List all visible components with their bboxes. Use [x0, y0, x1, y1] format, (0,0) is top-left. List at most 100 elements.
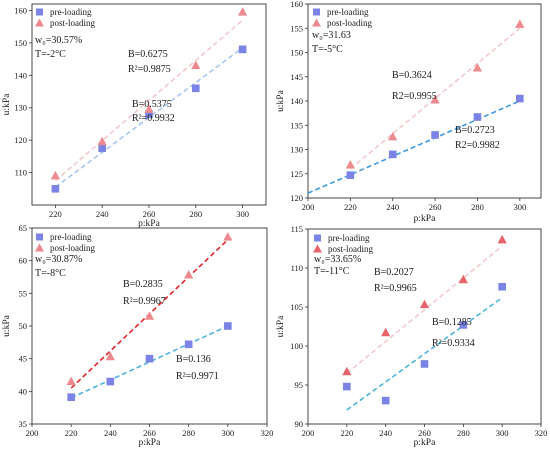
- y-tick-label: 150: [14, 38, 27, 48]
- data-point-pre-loading: [346, 171, 355, 180]
- x-tick-label: 320: [535, 428, 548, 438]
- data-point-post-loading: [458, 274, 468, 284]
- y-tick-label: 160: [14, 5, 27, 15]
- y-tick-label: 120: [14, 135, 27, 145]
- y-tick-label: 155: [290, 23, 303, 33]
- x-tick-label: 220: [49, 209, 62, 219]
- y-tick-label: 140: [14, 70, 27, 80]
- x-tick-label: 200: [302, 202, 315, 212]
- legend-marker-post-loading: [312, 18, 321, 27]
- post-loading-b-value: B=0.3624: [392, 70, 432, 81]
- y-tick-label: 45: [19, 354, 28, 364]
- data-point-post-loading: [430, 95, 440, 104]
- data-point-post-loading: [515, 19, 525, 28]
- data-point-post-loading: [184, 270, 194, 279]
- x-axis-label: p:kPa: [414, 214, 436, 224]
- post-loading-r2-value: R²=0.9967: [123, 296, 166, 307]
- x-tick-label: 280: [457, 428, 470, 438]
- fit-line-pre: [346, 296, 503, 411]
- data-point-pre-loading: [420, 360, 429, 368]
- fit-line-pre: [70, 325, 229, 399]
- water-content-label: w₀=31.63: [312, 30, 351, 41]
- legend-marker-pre-loading: [36, 233, 43, 241]
- y-tick-label: 105: [290, 302, 303, 312]
- x-tick-label: 240: [104, 428, 117, 438]
- pre-loading-r2-value: R2=0.9982: [455, 140, 500, 151]
- x-tick-label: 320: [261, 428, 274, 438]
- x-tick-label: 220: [344, 202, 357, 212]
- y-tick-label: 150: [290, 48, 303, 58]
- post-loading-b-value: B=0.6275: [128, 49, 168, 60]
- data-point-post-loading: [144, 104, 154, 113]
- data-point-pre-loading: [145, 110, 153, 119]
- y-tick-label: 55: [19, 288, 28, 298]
- y-tick-label: 125: [290, 169, 303, 179]
- fit-line-post: [349, 27, 521, 170]
- x-tick-label: 280: [471, 202, 484, 212]
- y-tick-label: 115: [291, 224, 303, 234]
- fit-line-post: [346, 245, 503, 374]
- y-tick-label: 135: [290, 120, 303, 130]
- post-loading-r2-value: R²=0.9965: [374, 283, 417, 294]
- legend-label: post-loading: [50, 243, 95, 253]
- pre-loading-b-value: B=0.1285: [432, 317, 472, 328]
- data-point-pre-loading: [238, 45, 247, 54]
- data-point-pre-loading: [388, 150, 397, 159]
- post-loading-r2-value: R²=0.9875: [128, 64, 171, 75]
- x-tick-label: 240: [386, 202, 399, 212]
- x-axis-label: p:kPa: [138, 219, 160, 229]
- pre-loading-r2-value: R²=0.9334: [432, 338, 475, 349]
- legend-marker-pre-loading: [314, 234, 321, 242]
- legend-marker-pre-loading: [36, 8, 43, 16]
- data-point-post-loading: [66, 376, 76, 386]
- y-tick-label: 120: [290, 193, 303, 203]
- legend-label: pre-loading: [327, 7, 369, 17]
- data-point-post-loading: [238, 7, 248, 16]
- legend-label: post-loading: [327, 18, 372, 28]
- x-tick-label: 200: [26, 428, 39, 438]
- x-tick-label: 200: [302, 428, 315, 438]
- water-content-label: w₀=30.57%: [35, 35, 82, 46]
- pre-loading-r2-value: R²=0.9932: [132, 113, 175, 124]
- y-tick-label: 90: [295, 419, 304, 429]
- data-point-post-loading: [342, 366, 352, 376]
- data-point-post-loading: [105, 351, 115, 361]
- x-axis-label: p:kPa: [139, 438, 161, 448]
- x-tick-label: 260: [143, 209, 156, 219]
- y-tick-label: 130: [290, 145, 303, 155]
- data-point-pre-loading: [192, 84, 200, 93]
- y-tick-label: 110: [15, 168, 27, 178]
- data-point-pre-loading: [459, 321, 468, 329]
- data-point-pre-loading: [51, 184, 60, 193]
- data-point-post-loading: [97, 136, 107, 146]
- x-tick-label: 260: [143, 428, 156, 438]
- legend-label: post-loading: [50, 18, 95, 28]
- data-point-pre-loading: [145, 354, 154, 363]
- data-point-pre-loading: [67, 393, 75, 402]
- post-loading-b-value: B=0.2835: [123, 279, 163, 290]
- y-tick-label: 50: [19, 321, 28, 331]
- x-axis-label: p:kPa: [414, 438, 436, 448]
- x-tick-label: 240: [379, 428, 392, 438]
- data-point-post-loading: [381, 327, 391, 337]
- pre-loading-b-value: B=0.136: [176, 354, 211, 365]
- data-point-post-loading: [191, 60, 201, 70]
- data-point-pre-loading: [184, 340, 193, 349]
- y-tick-label: 130: [14, 103, 27, 113]
- y-tick-label: 145: [290, 72, 303, 82]
- x-tick-label: 280: [189, 209, 202, 219]
- legend-label: pre-loading: [50, 7, 92, 17]
- temperature-label: T=-2°C: [35, 49, 66, 60]
- data-point-pre-loading: [431, 131, 439, 139]
- data-point-post-loading: [388, 131, 398, 141]
- x-tick-label: 220: [65, 428, 78, 438]
- legend-marker-post-loading: [313, 244, 322, 253]
- x-tick-label: 300: [236, 209, 249, 219]
- legend-label: pre-loading: [50, 232, 92, 242]
- y-axis-label: u:kPa: [2, 93, 12, 115]
- data-point-pre-loading: [98, 144, 106, 153]
- data-point-post-loading: [419, 299, 430, 309]
- data-point-pre-loading: [224, 322, 232, 330]
- x-tick-label: 240: [96, 209, 109, 219]
